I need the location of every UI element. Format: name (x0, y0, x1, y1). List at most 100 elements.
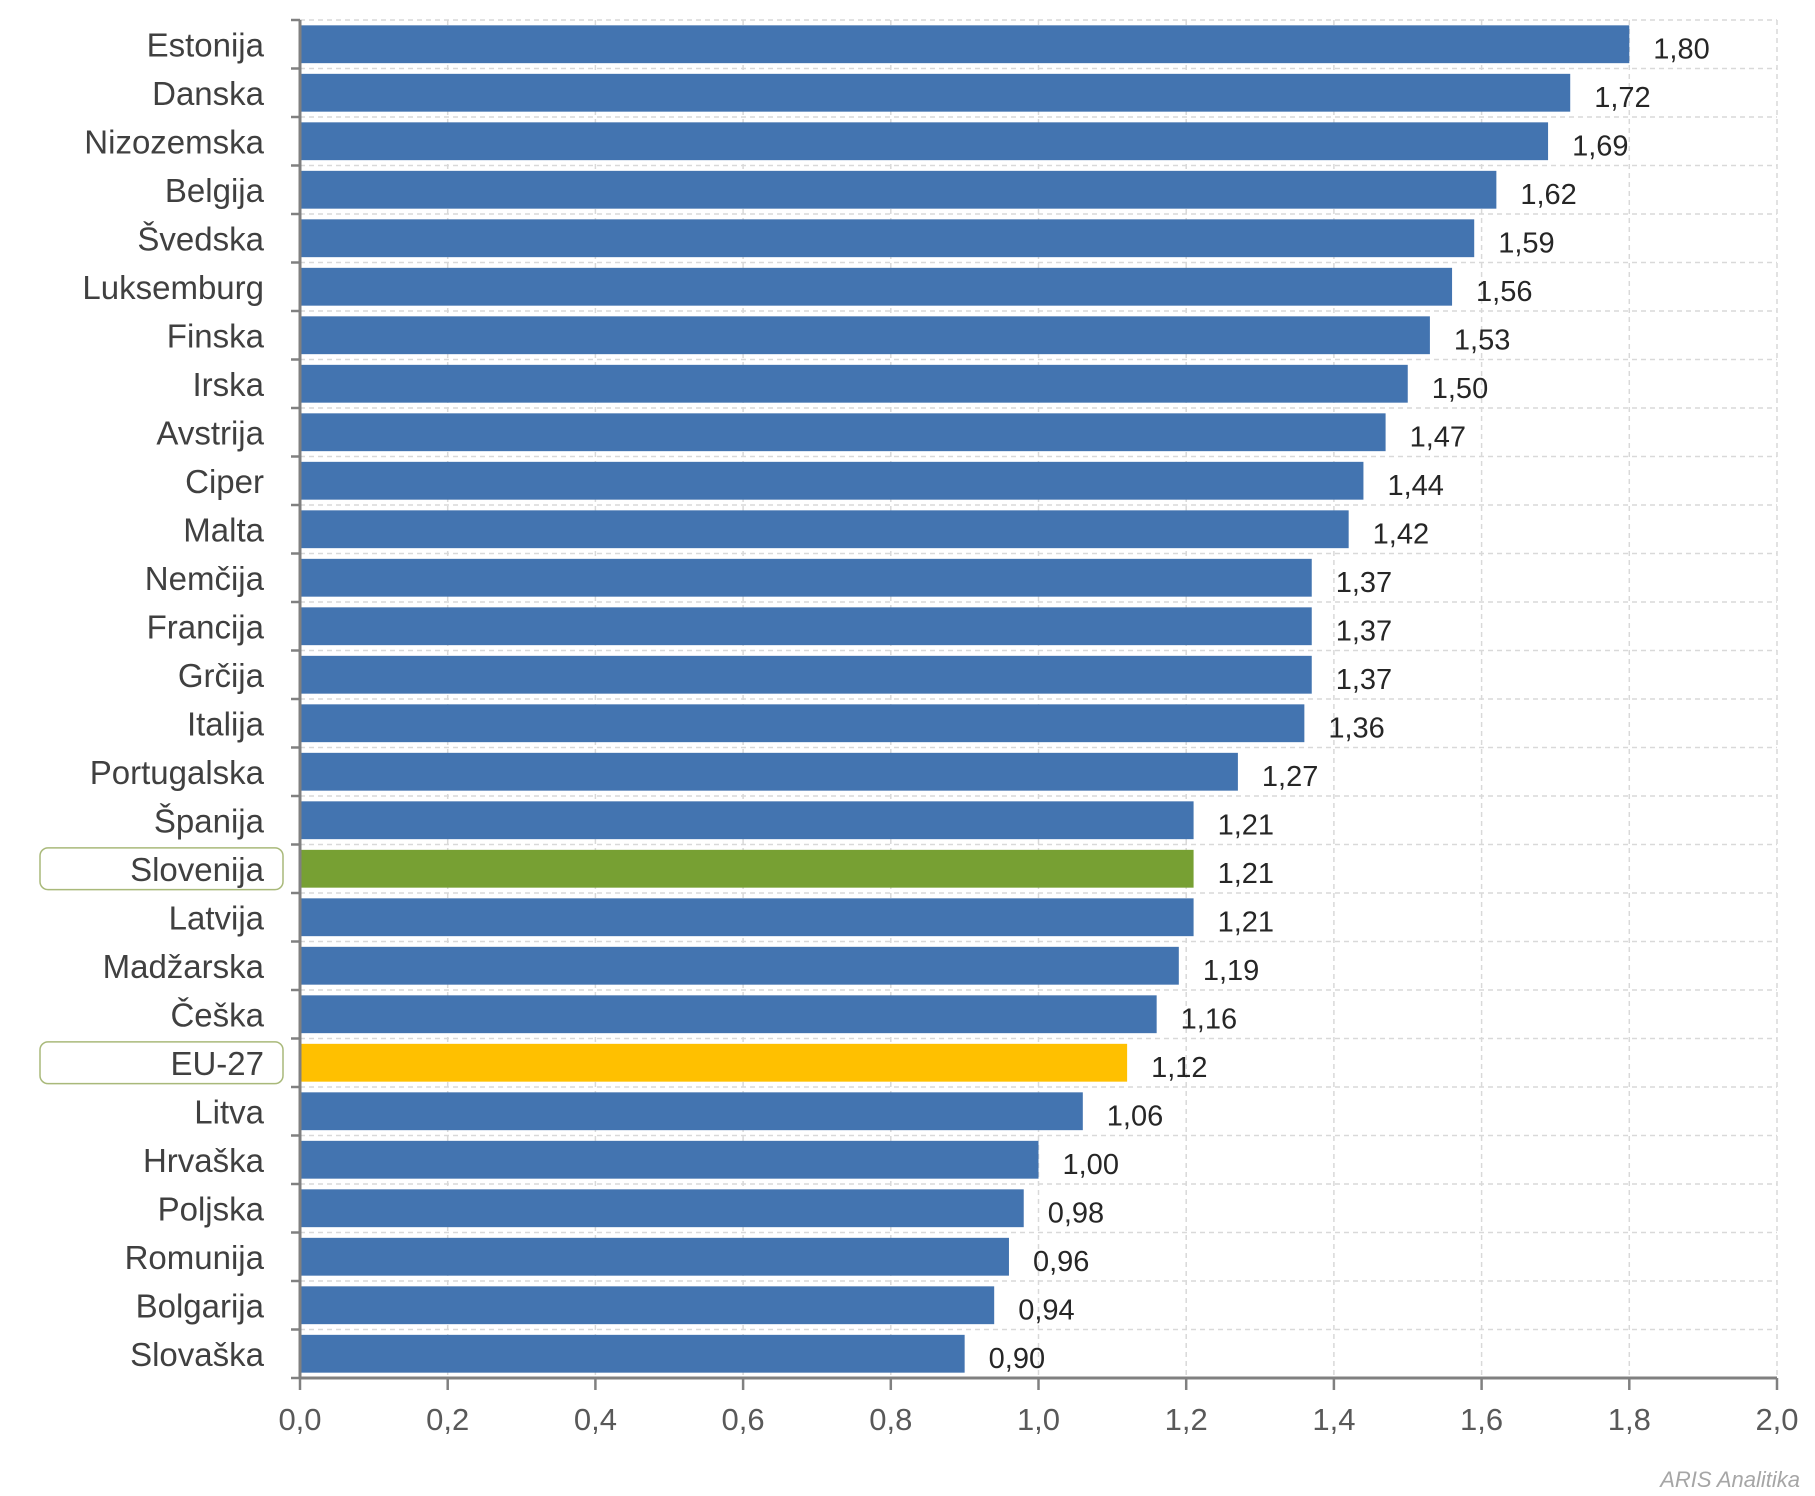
category-label: Litva (194, 1093, 264, 1130)
category-label: Danska (152, 75, 265, 112)
category-label: Avstrija (156, 414, 264, 451)
category-label: Belgija (165, 172, 265, 209)
labels: 1,80 Estonija 1,72 Danska 1,69 Nizozemska 1,62… (39, 26, 1710, 1375)
category-label: Švedska (137, 220, 264, 257)
bar (300, 510, 1349, 549)
bar (300, 1189, 1024, 1228)
bar (300, 704, 1305, 743)
category-label: Malta (183, 511, 264, 548)
category-label: Irska (192, 366, 264, 403)
bar (300, 316, 1430, 355)
data-label: 1,47 (1410, 421, 1466, 453)
bar (300, 219, 1475, 258)
bar (300, 946, 1179, 985)
data-label: 0,94 (1018, 1294, 1074, 1326)
data-label: 1,72 (1594, 82, 1650, 114)
category-label: Ciper (185, 463, 264, 500)
bar (300, 801, 1194, 840)
bar (300, 73, 1571, 112)
bar (300, 1237, 1009, 1276)
data-label: 1,80 (1653, 33, 1709, 65)
bar (300, 267, 1453, 306)
category-label: Finska (167, 317, 265, 354)
x-tick-label: 1,0 (1017, 1402, 1060, 1437)
x-tick-label: 1,4 (1312, 1402, 1355, 1437)
category-label: EU-27 (170, 1045, 264, 1082)
data-label: 1,00 (1063, 1149, 1119, 1181)
data-label: 0,96 (1033, 1246, 1089, 1278)
data-label: 1,42 (1373, 518, 1429, 550)
category-label: Estonija (147, 26, 265, 63)
bar (300, 558, 1312, 597)
bar (300, 1286, 995, 1325)
bar (300, 1092, 1083, 1131)
bar (300, 752, 1238, 791)
bar (300, 1140, 1039, 1179)
data-label: 1,37 (1336, 615, 1392, 647)
category-label: Francija (147, 608, 265, 645)
highlight-label-box (39, 1041, 284, 1085)
data-label: 1,44 (1387, 470, 1443, 502)
data-label: 1,62 (1520, 179, 1576, 211)
category-label: Slovaška (130, 1336, 265, 1373)
bar (300, 413, 1386, 452)
category-label: Madžarska (103, 948, 265, 985)
data-label: 1,19 (1203, 955, 1259, 987)
data-label: 1,53 (1454, 324, 1510, 356)
data-label: 1,37 (1336, 567, 1392, 599)
x-tick-label: 1,8 (1608, 1402, 1651, 1437)
x-tick-label: 0,2 (426, 1402, 469, 1437)
axes: 0,0 0,2 0,4 0,6 0,8 1,0 1,2 1,4 1,6 1,8 2,0 (278, 18, 1799, 1437)
bar (300, 1043, 1128, 1082)
data-label: 1,06 (1107, 1100, 1163, 1132)
category-label: Portugalska (90, 754, 265, 791)
x-tick-label: 0,8 (869, 1402, 912, 1437)
data-label: 1,69 (1572, 130, 1628, 162)
bar (300, 364, 1408, 403)
data-label: 1,27 (1262, 761, 1318, 793)
category-label: Italija (187, 705, 265, 742)
data-label: 1,12 (1151, 1052, 1207, 1084)
bar (300, 170, 1497, 209)
bar (300, 25, 1630, 64)
x-tick-label: 0,6 (722, 1402, 765, 1437)
bar (300, 1334, 965, 1373)
category-label: Nemčija (145, 560, 265, 597)
category-label: Grčija (178, 657, 265, 694)
bar (300, 122, 1549, 161)
data-label: 0,98 (1048, 1197, 1104, 1229)
data-label: 0,90 (989, 1343, 1045, 1375)
data-label: 1,50 (1432, 373, 1488, 405)
category-label: Hrvaška (143, 1142, 265, 1179)
data-label: 1,21 (1218, 906, 1274, 938)
category-label: Poljska (158, 1190, 265, 1227)
bar (300, 461, 1364, 500)
data-label: 1,21 (1218, 809, 1274, 841)
bar (300, 607, 1312, 646)
x-tick-label: 0,4 (574, 1402, 617, 1437)
watermark-text: ARIS Analitika (1658, 1467, 1800, 1492)
data-label: 1,56 (1476, 276, 1532, 308)
bar (300, 995, 1157, 1034)
x-tick-label: 1,6 (1460, 1402, 1503, 1437)
category-label: Španija (154, 802, 265, 839)
data-label: 1,16 (1181, 1003, 1237, 1035)
bar (300, 655, 1312, 694)
bars (300, 25, 1630, 1373)
category-label: Romunija (125, 1239, 265, 1276)
highlight-label-box (39, 847, 284, 891)
data-label: 1,21 (1218, 858, 1274, 890)
category-label: Latvija (169, 899, 265, 936)
data-label: 1,59 (1498, 227, 1554, 259)
category-label: Češka (170, 996, 264, 1033)
category-label: Slovenija (130, 851, 265, 888)
x-tick-label: 0,0 (278, 1402, 321, 1437)
data-label: 1,36 (1328, 712, 1384, 744)
data-label: 1,37 (1336, 664, 1392, 696)
bar (300, 898, 1194, 937)
category-label: Bolgarija (136, 1287, 265, 1324)
x-tick-label: 1,2 (1165, 1402, 1208, 1437)
x-tick-label: 2,0 (1755, 1402, 1798, 1437)
